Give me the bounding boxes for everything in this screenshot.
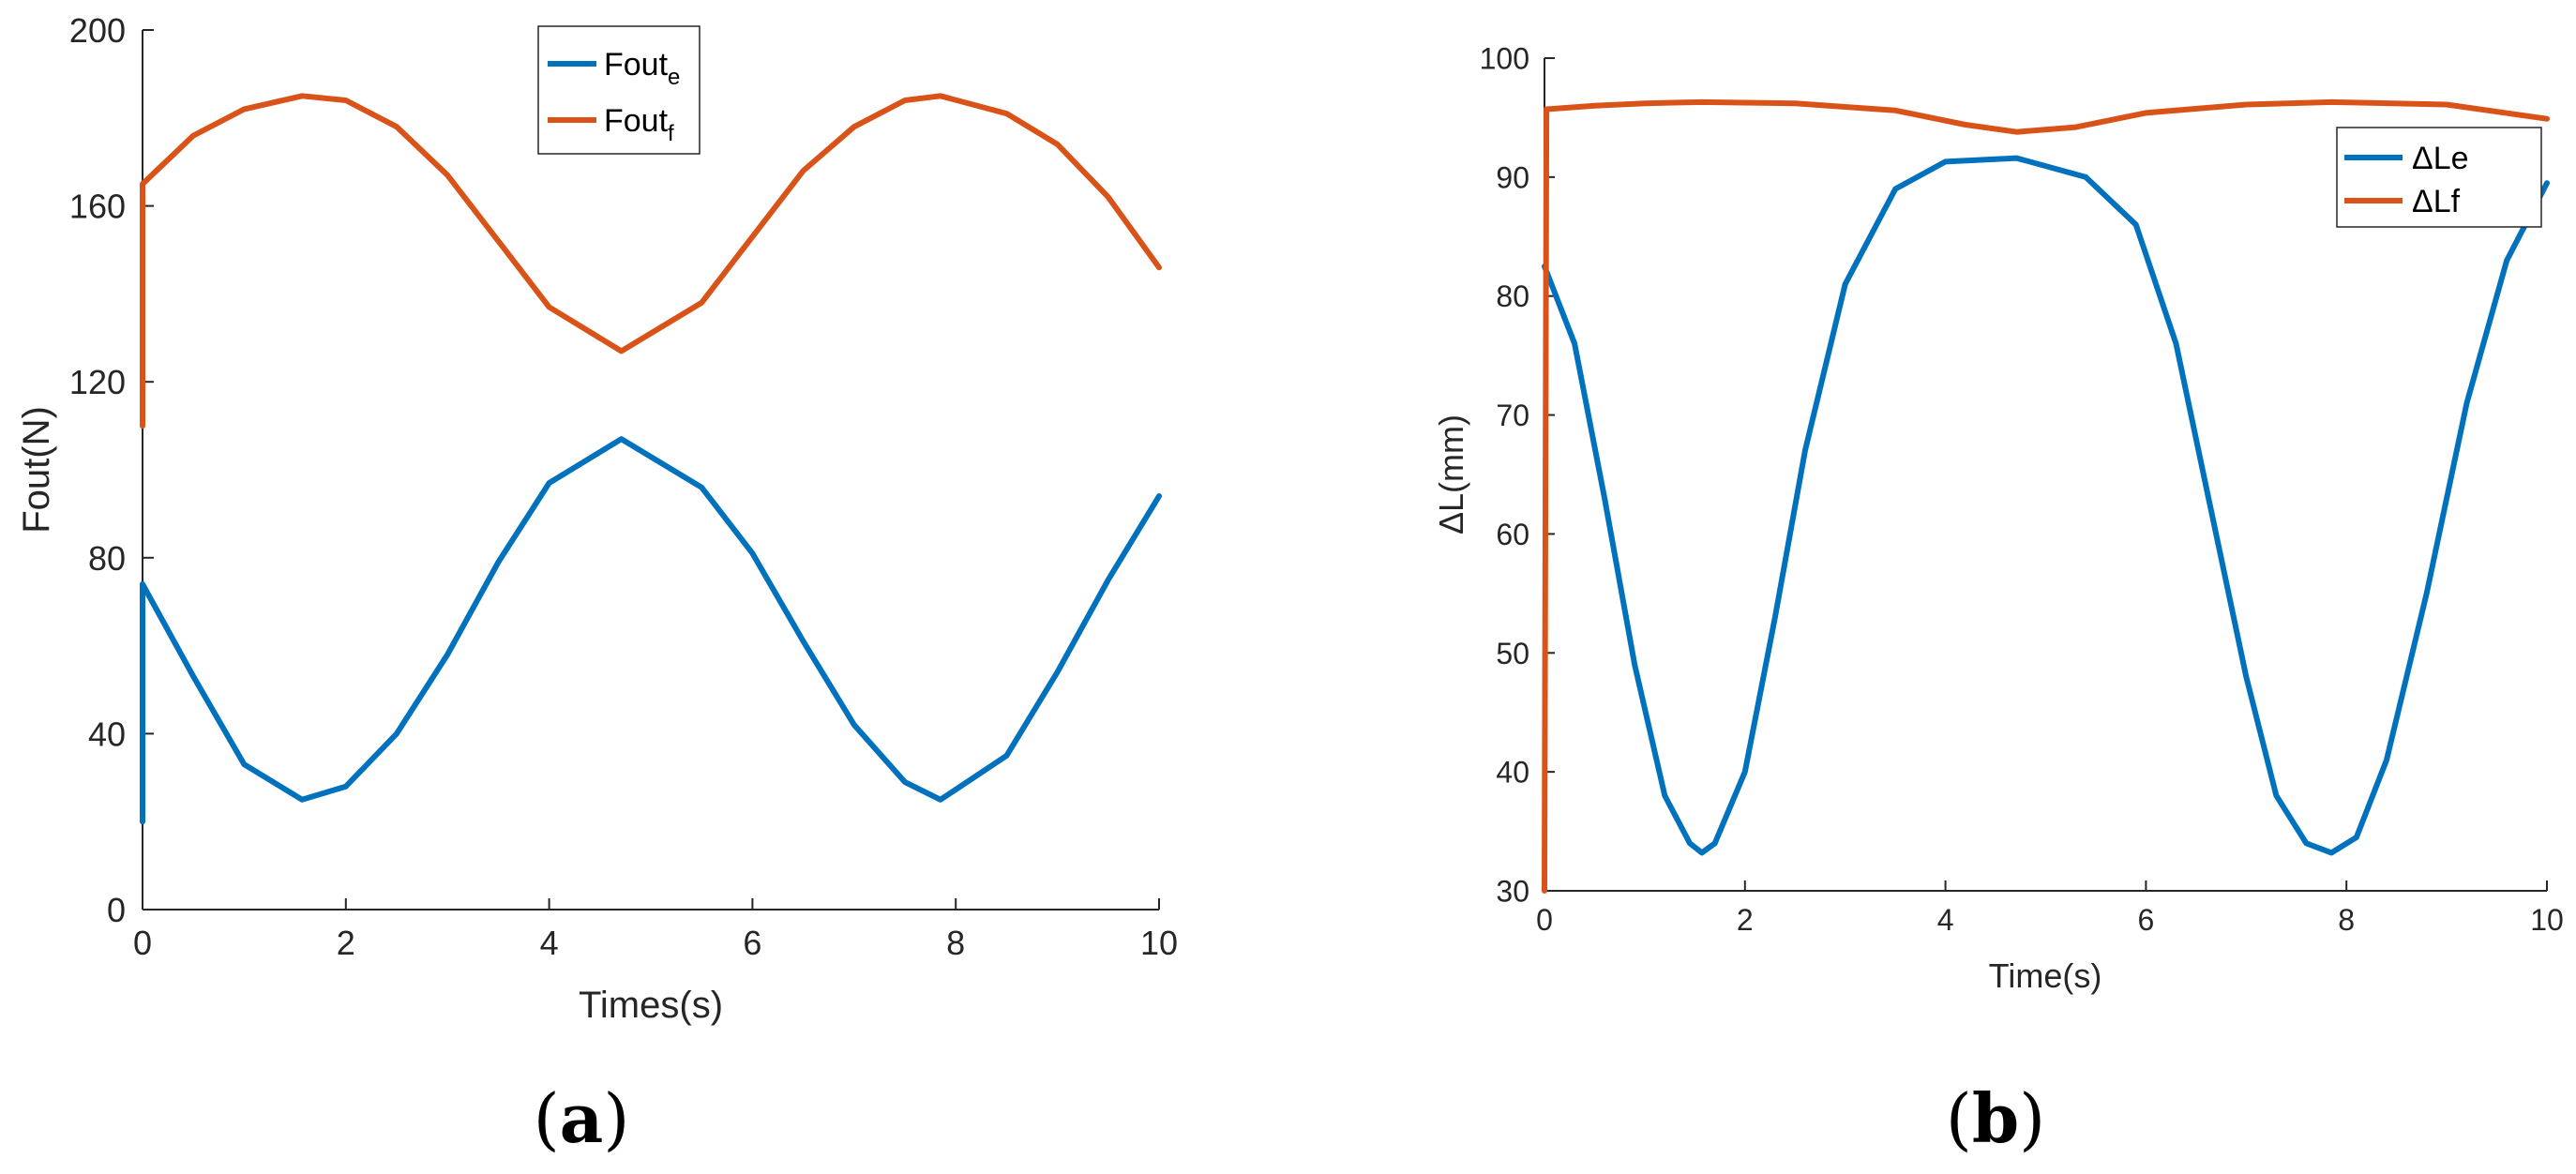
panel-label-b: (b) xyxy=(1946,1078,2046,1158)
chart-a-x-tick-label: 0 xyxy=(133,924,152,962)
chart-a-y-tick-label: 40 xyxy=(88,715,126,753)
chart-b-legend-label-2: ΔLf xyxy=(2412,184,2461,219)
chart-b-y-ticks: 30 40 50 60 70 80 90 100 xyxy=(1480,42,1555,909)
chart-b-legend: ΔLe ΔLf xyxy=(2336,127,2542,228)
chart-a-x-tick-label: 6 xyxy=(743,924,761,962)
chart-b-x-tick-label: 2 xyxy=(1737,903,1754,937)
chart-b: 0 2 4 6 8 10 30 40 50 60 70 80 90 100 Time(s) ΔL(mm)… xyxy=(1432,42,2564,1158)
chart-b-series xyxy=(1542,98,2550,894)
chart-b-y-tick-label: 80 xyxy=(1496,279,1529,313)
chart-b-x-tick-label: 10 xyxy=(2530,903,2564,937)
chart-a-legend-label-1: Foute xyxy=(604,47,680,90)
chart-a-y-tick-label: 80 xyxy=(88,539,126,578)
chart-b-y-axis-label: ΔL(mm) xyxy=(1432,414,1470,534)
chart-a-x-tick-label: 8 xyxy=(946,924,965,962)
chart-a-x-ticks: 0 2 4 6 8 10 xyxy=(133,898,1178,962)
chart-a-y-tick-label: 200 xyxy=(69,11,126,50)
chart-a-x-tick-label: 4 xyxy=(540,924,559,962)
chart-a-y-tick-label: 160 xyxy=(69,188,126,226)
chart-a-series-line-2 xyxy=(140,93,1162,429)
chart-a-x-tick-label: 10 xyxy=(1140,924,1178,962)
chart-b-legend-box xyxy=(2336,127,2542,228)
chart-a-legend-label-2: Foutf xyxy=(604,103,674,146)
chart-b-y-tick-label: 100 xyxy=(1480,42,1529,76)
panel-label-a: (a) xyxy=(534,1078,630,1158)
chart-a-series xyxy=(140,93,1162,825)
chart-b-y-tick-label: 40 xyxy=(1496,756,1529,790)
chart-a-legend: Foute Foutf xyxy=(537,25,700,155)
chart-b-x-axis-label: Time(s) xyxy=(1989,956,2102,995)
chart-b-y-tick-label: 70 xyxy=(1496,399,1529,432)
chart-b-series-line-1 xyxy=(1542,155,2550,856)
chart-a-legend-box xyxy=(537,25,700,155)
chart-b-legend-label-1: ΔLe xyxy=(2412,141,2469,176)
chart-b-y-tick-label: 90 xyxy=(1496,160,1529,194)
chart-b-y-tick-label: 30 xyxy=(1496,875,1529,909)
chart-a-x-axis-label: Times(s) xyxy=(579,985,723,1026)
chart-b-x-tick-label: 8 xyxy=(2338,903,2355,937)
chart-b-x-ticks: 0 2 4 6 8 10 xyxy=(1536,880,2564,937)
chart-a-series-line-1 xyxy=(140,436,1162,825)
chart-a-y-tick-label: 0 xyxy=(107,891,126,929)
chart-b-x-tick-label: 6 xyxy=(2138,903,2155,937)
chart-a-x-tick-label: 2 xyxy=(337,924,355,962)
chart-a-y-tick-label: 120 xyxy=(69,363,126,401)
chart-b-series-line-2 xyxy=(1542,98,2550,894)
chart-a-y-axis-label: Fout(N) xyxy=(16,406,57,534)
chart-b-x-tick-label: 4 xyxy=(1937,903,1954,937)
chart-b-x-tick-label: 0 xyxy=(1536,903,1553,937)
chart-a-axes xyxy=(142,30,1159,911)
chart-b-y-tick-label: 60 xyxy=(1496,518,1529,551)
chart-b-y-tick-label: 50 xyxy=(1496,637,1529,670)
